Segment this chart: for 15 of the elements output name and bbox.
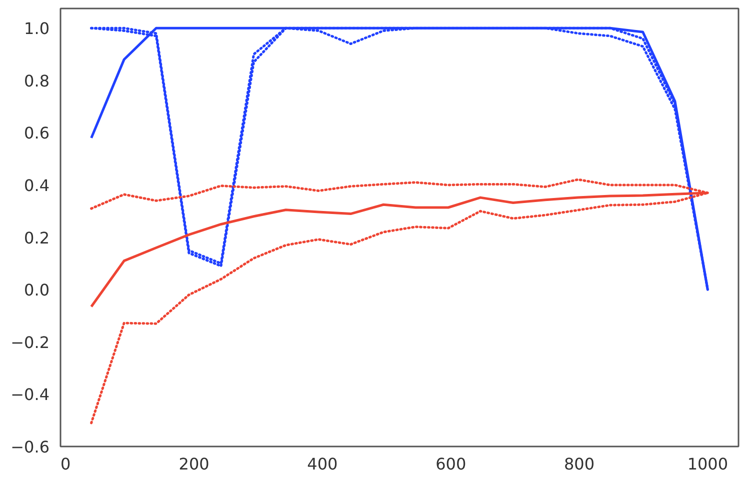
y-tick-label: 0.2 <box>24 228 50 248</box>
x-tick-label: 0 <box>60 454 71 474</box>
x-tick-label: 600 <box>436 454 466 474</box>
y-tick-label: 0.4 <box>24 176 50 196</box>
y-tick-label: 0.6 <box>24 124 50 143</box>
y-tick-label: −0.2 <box>10 332 50 352</box>
x-tick-label: 800 <box>564 454 595 474</box>
x-tick-label: 400 <box>307 454 338 474</box>
y-tick-label: 0.0 <box>24 280 50 300</box>
y-tick-label: −0.6 <box>10 438 50 456</box>
y-tick-label: −0.4 <box>10 385 50 404</box>
y-tick-label: 1.0 <box>24 19 50 38</box>
x-tick-label: 1000 <box>687 454 728 474</box>
x-tick-label: 200 <box>178 454 210 474</box>
y-tick-label: 0.8 <box>24 71 50 90</box>
